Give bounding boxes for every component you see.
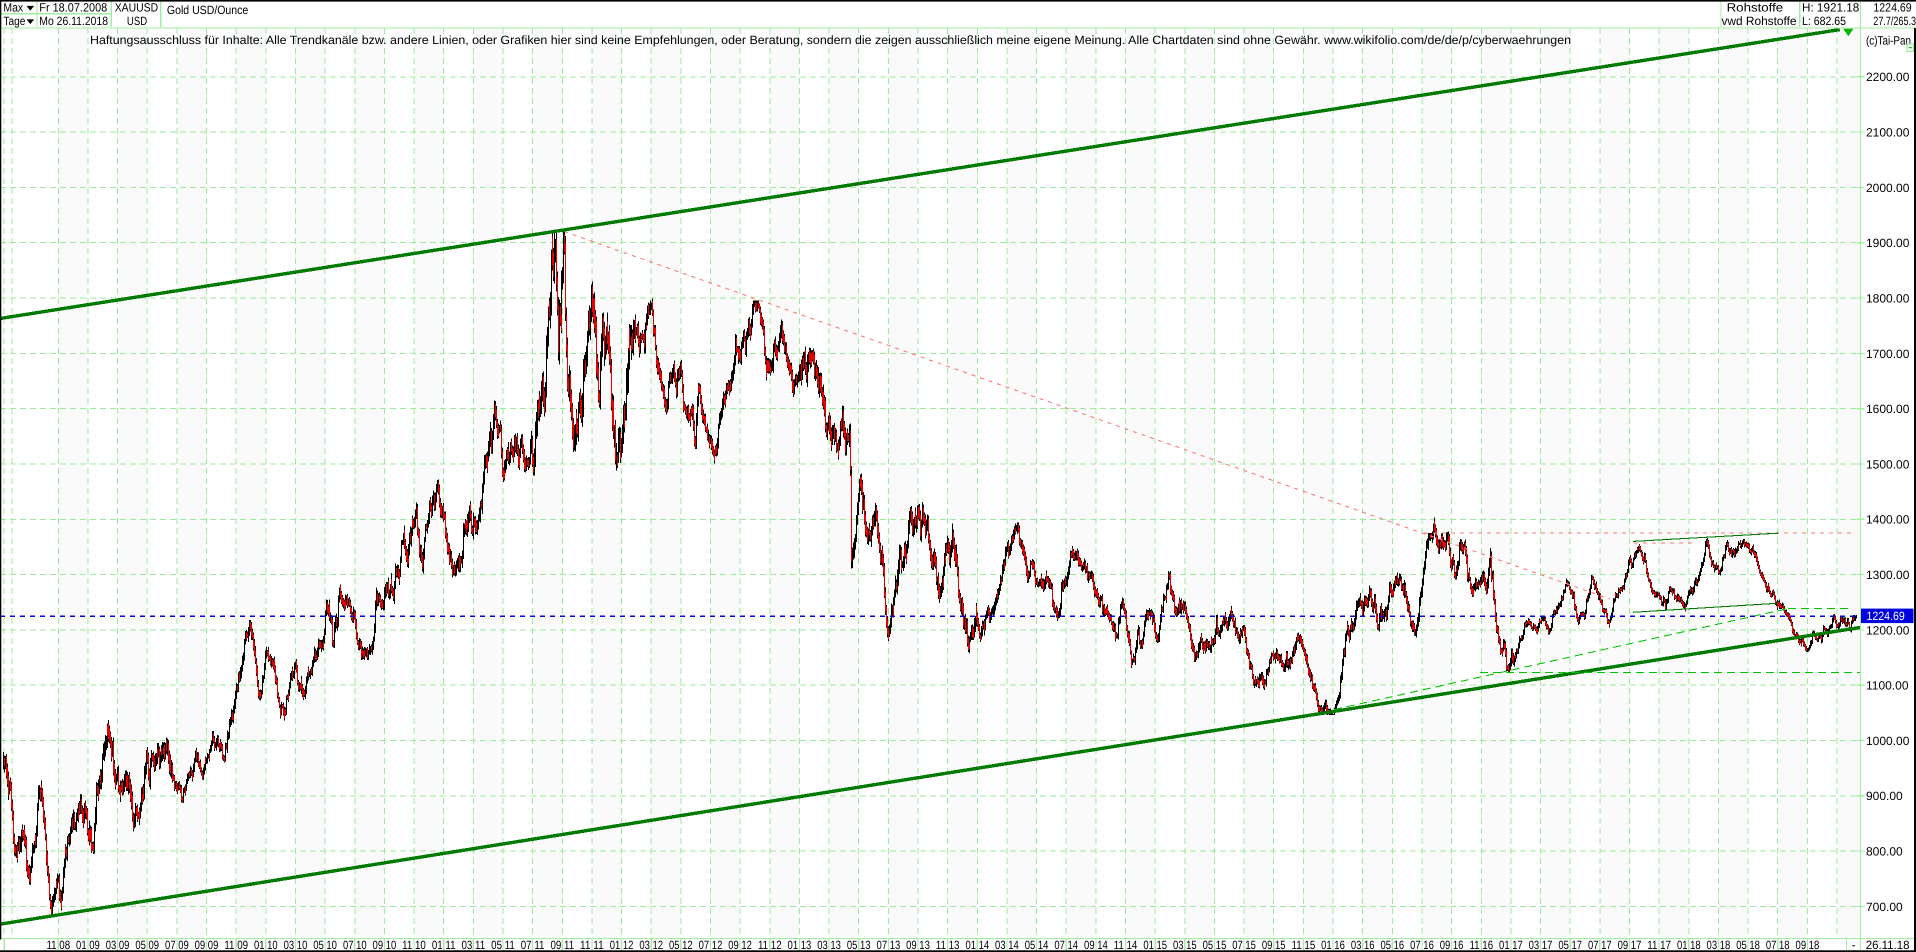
svg-text:Rohstoffe: Rohstoffe xyxy=(1727,0,1784,14)
svg-text:11 13: 11 13 xyxy=(936,938,960,952)
svg-text:USD: USD xyxy=(127,14,148,28)
svg-text:05 13: 05 13 xyxy=(847,938,871,952)
svg-text:vwd Rohstoffe: vwd Rohstoffe xyxy=(1722,14,1797,28)
svg-text:09 10: 09 10 xyxy=(373,938,397,952)
svg-text:11 12: 11 12 xyxy=(758,938,782,952)
svg-text:01 17: 01 17 xyxy=(1499,938,1523,952)
svg-text:1000.00: 1000.00 xyxy=(1866,734,1910,748)
svg-text:1900.00: 1900.00 xyxy=(1866,236,1910,250)
svg-text:Haftungsausschluss für Inhalte: Haftungsausschluss für Inhalte: Alle Tre… xyxy=(90,33,1571,47)
svg-text:05 17: 05 17 xyxy=(1558,938,1582,952)
svg-text:H: 1921.18: H: 1921.18 xyxy=(1802,0,1860,14)
svg-text:01 09: 01 09 xyxy=(76,938,100,952)
svg-text:01 11: 01 11 xyxy=(432,938,456,952)
svg-text:03 16: 03 16 xyxy=(1351,938,1375,952)
svg-text:07 15: 07 15 xyxy=(1232,938,1256,952)
svg-text:11 15: 11 15 xyxy=(1292,938,1316,952)
svg-text:27.7/265.3: 27.7/265.3 xyxy=(1873,14,1916,28)
svg-text:11 10: 11 10 xyxy=(402,938,426,952)
svg-text:2200.00: 2200.00 xyxy=(1866,70,1910,84)
svg-text:07 14: 07 14 xyxy=(1054,938,1078,952)
svg-text:09 11: 09 11 xyxy=(550,938,574,952)
svg-text:11 08: 11 08 xyxy=(46,938,70,952)
svg-text:900.00: 900.00 xyxy=(1866,789,1903,803)
svg-text:26.11.18: 26.11.18 xyxy=(1866,938,1910,952)
svg-text:(c)Tai-Pan: (c)Tai-Pan xyxy=(1866,34,1911,48)
svg-text:03 10: 03 10 xyxy=(284,938,308,952)
svg-text:03 15: 03 15 xyxy=(1173,938,1197,952)
svg-text:09 12: 09 12 xyxy=(728,938,752,952)
svg-text:1700.00: 1700.00 xyxy=(1866,347,1910,361)
svg-text:03 09: 03 09 xyxy=(106,938,130,952)
svg-text:05 11: 05 11 xyxy=(491,938,515,952)
svg-text:01 12: 01 12 xyxy=(610,938,634,952)
svg-text:07 10: 07 10 xyxy=(343,938,367,952)
svg-text:01 10: 01 10 xyxy=(254,938,278,952)
svg-text:1400.00: 1400.00 xyxy=(1866,513,1910,527)
svg-text:05 15: 05 15 xyxy=(1203,938,1227,952)
svg-text:03 11: 03 11 xyxy=(461,938,485,952)
svg-text:1600.00: 1600.00 xyxy=(1866,402,1910,416)
svg-text:1224.69: 1224.69 xyxy=(1873,0,1912,14)
svg-text:XAUUSD: XAUUSD xyxy=(115,0,159,14)
svg-text:800.00: 800.00 xyxy=(1866,845,1903,859)
svg-text:09 16: 09 16 xyxy=(1440,938,1464,952)
svg-text:09 15: 09 15 xyxy=(1262,938,1286,952)
svg-text:11 11: 11 11 xyxy=(580,938,604,952)
svg-text:11 17: 11 17 xyxy=(1647,938,1671,952)
svg-text:-: - xyxy=(1852,938,1856,952)
svg-text:Mo 26.11.2018: Mo 26.11.2018 xyxy=(39,14,108,28)
svg-text:01 13: 01 13 xyxy=(788,938,812,952)
svg-text:09 14: 09 14 xyxy=(1084,938,1108,952)
svg-text:07 11: 07 11 xyxy=(521,938,545,952)
svg-text:09 13: 09 13 xyxy=(906,938,930,952)
svg-text:11 09: 11 09 xyxy=(224,938,248,952)
svg-text:L: 682.65: L: 682.65 xyxy=(1802,14,1846,28)
svg-text:09 09: 09 09 xyxy=(195,938,219,952)
svg-text:07 13: 07 13 xyxy=(877,938,901,952)
svg-text:05 16: 05 16 xyxy=(1380,938,1404,952)
svg-text:1100.00: 1100.00 xyxy=(1866,679,1909,693)
svg-text:Tage: Tage xyxy=(3,14,25,28)
svg-text:05 14: 05 14 xyxy=(1025,938,1049,952)
svg-text:03 18: 03 18 xyxy=(1707,938,1731,952)
svg-text:03 13: 03 13 xyxy=(817,938,841,952)
svg-text:05 18: 05 18 xyxy=(1736,938,1760,952)
svg-text:05 10: 05 10 xyxy=(313,938,337,952)
svg-text:01 15: 01 15 xyxy=(1143,938,1167,952)
svg-text:11 14: 11 14 xyxy=(1114,938,1138,952)
svg-text:Gold USD/Ounce: Gold USD/Ounce xyxy=(167,3,249,17)
svg-text:700.00: 700.00 xyxy=(1866,900,1903,914)
svg-text:07 12: 07 12 xyxy=(699,938,723,952)
svg-text:07 16: 07 16 xyxy=(1410,938,1434,952)
svg-text:1200.00: 1200.00 xyxy=(1866,623,1910,637)
svg-text:05 09: 05 09 xyxy=(135,938,159,952)
svg-text:1224.69: 1224.69 xyxy=(1867,609,1906,623)
svg-text:1300.00: 1300.00 xyxy=(1866,568,1910,582)
svg-text:03 17: 03 17 xyxy=(1529,938,1553,952)
svg-text:01 18: 01 18 xyxy=(1677,938,1701,952)
svg-text:07 18: 07 18 xyxy=(1766,938,1790,952)
svg-text:07 09: 07 09 xyxy=(165,938,189,952)
svg-text:11 16: 11 16 xyxy=(1469,938,1493,952)
svg-text:2000.00: 2000.00 xyxy=(1866,181,1910,195)
svg-text:05 12: 05 12 xyxy=(669,938,693,952)
svg-text:09 17: 09 17 xyxy=(1618,938,1642,952)
svg-text:03 14: 03 14 xyxy=(995,938,1019,952)
svg-text:09 18: 09 18 xyxy=(1796,938,1820,952)
svg-text:Max: Max xyxy=(3,0,23,14)
svg-text:Fr 18.07.2008: Fr 18.07.2008 xyxy=(39,0,107,14)
svg-text:2100.00: 2100.00 xyxy=(1866,126,1910,140)
svg-text:03 12: 03 12 xyxy=(639,938,663,952)
svg-text:01 16: 01 16 xyxy=(1321,938,1345,952)
svg-text:07 17: 07 17 xyxy=(1588,938,1612,952)
svg-text:1800.00: 1800.00 xyxy=(1866,291,1910,305)
svg-text:1500.00: 1500.00 xyxy=(1866,457,1910,471)
svg-text:01 14: 01 14 xyxy=(965,938,989,952)
